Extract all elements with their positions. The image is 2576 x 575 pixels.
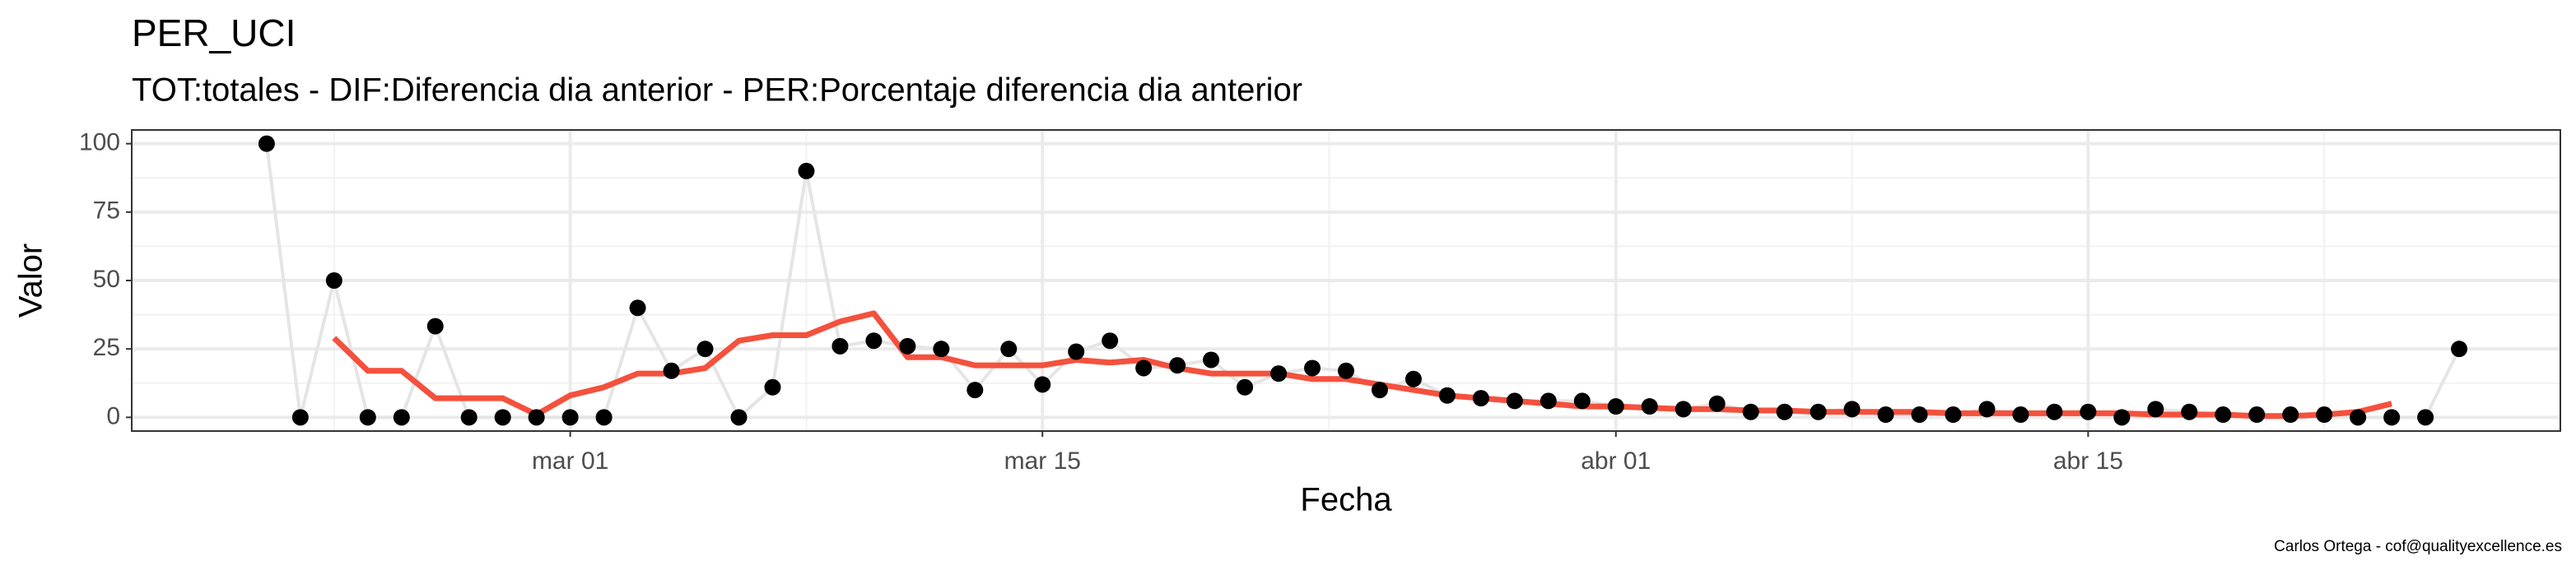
point (1000, 341, 1018, 358)
point (1338, 362, 1354, 379)
point (1641, 398, 1658, 415)
point (426, 318, 444, 335)
point (1708, 395, 1726, 412)
y-tick-label: 25 (93, 334, 120, 361)
point (1607, 398, 1624, 415)
point (393, 409, 410, 426)
point (865, 332, 883, 350)
y-tick-label: 50 (93, 266, 120, 293)
point (696, 341, 714, 358)
point (460, 409, 477, 426)
chart-title: PER_UCI (132, 12, 296, 54)
point (494, 409, 511, 426)
point (1237, 378, 1254, 396)
x-tick-label: abr 15 (2053, 447, 2123, 475)
point (1911, 406, 1928, 424)
point (1506, 392, 1523, 410)
panel-border (131, 129, 2561, 432)
point (1776, 403, 1793, 420)
point (359, 409, 376, 426)
caption: Carlos Ortega - cof@qualityexcellence.es (2274, 538, 2562, 555)
point (2383, 409, 2401, 426)
point (831, 337, 849, 355)
point (2417, 409, 2434, 426)
y-axis-label: Valor (13, 243, 49, 318)
point (629, 299, 646, 317)
point (1978, 401, 1996, 418)
point (2181, 403, 2198, 420)
point (1068, 343, 1085, 360)
point (798, 162, 815, 179)
point (595, 409, 613, 426)
point (1742, 403, 1759, 420)
point (1438, 387, 1456, 404)
point (1573, 392, 1591, 410)
point (2046, 403, 2063, 420)
point (1877, 406, 1894, 424)
point (291, 409, 309, 426)
point (1472, 390, 1489, 407)
point (1404, 370, 1422, 387)
y-tick-label: 0 (106, 402, 120, 429)
point (1203, 351, 1220, 369)
x-axis-label: Fecha (1300, 482, 1392, 518)
point (663, 362, 680, 379)
point (1102, 332, 1119, 350)
point (933, 341, 950, 358)
point (2350, 409, 2367, 426)
point (1304, 359, 1321, 377)
point (325, 272, 342, 289)
y-tick-label: 75 (93, 197, 120, 225)
point (1843, 401, 1861, 418)
point (561, 409, 579, 426)
point (1169, 357, 1186, 374)
point (764, 378, 781, 396)
point (2147, 401, 2164, 418)
point (2316, 406, 2333, 424)
point (528, 409, 545, 426)
point (2282, 406, 2299, 424)
point (1810, 403, 1827, 420)
point (967, 382, 984, 399)
y-tick-label: 100 (79, 129, 120, 156)
point (2012, 406, 2029, 424)
point (1945, 406, 1962, 424)
point (1034, 376, 1051, 393)
point (1540, 392, 1557, 410)
point (2080, 403, 2097, 420)
point (2248, 406, 2266, 424)
point (2113, 409, 2131, 426)
x-tick-label: mar 15 (1004, 447, 1081, 475)
point (2451, 341, 2468, 358)
point (258, 135, 275, 152)
point (899, 337, 916, 355)
point (730, 409, 748, 426)
chart-subtitle: TOT:totales - DIF:Diferencia dia anterio… (132, 72, 1302, 109)
point (1135, 359, 1153, 377)
point (1675, 401, 1692, 418)
x-tick-label: mar 01 (532, 447, 608, 475)
x-tick-label: abr 01 (1581, 447, 1651, 475)
point (2215, 406, 2232, 424)
point (1270, 365, 1288, 383)
point (1371, 382, 1388, 399)
